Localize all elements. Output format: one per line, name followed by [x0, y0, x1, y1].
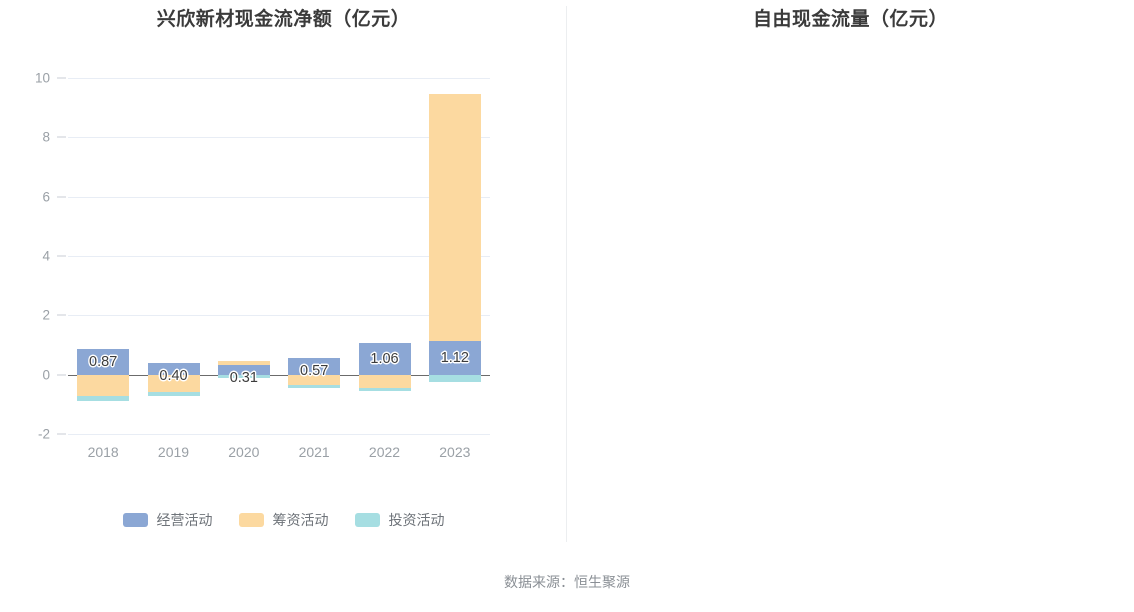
y-axis-tick-label: 2 — [42, 307, 50, 323]
bar-segment[interactable] — [147, 392, 200, 396]
gridline — [68, 434, 490, 435]
right-chart-title: 自由现金流量（亿元） — [752, 9, 948, 30]
legend-label: 经营活动 — [156, 512, 213, 528]
free-cash-flow-panel: 自由现金流量（亿元） 00.30.60.91.21.51.82.1 0.550.… — [567, 0, 1134, 548]
x-axis-tick-label: 2023 — [439, 444, 471, 460]
bar-segment[interactable] — [358, 374, 411, 388]
source-note: 数据来源：恒生聚源 — [504, 574, 630, 590]
left-bar-series: 0.87 0.40 0.31 0.57 1.06 1.12 — [68, 78, 490, 434]
legend-color-swatch — [238, 513, 264, 527]
legend-color-swatch — [354, 513, 380, 527]
y-tick-mark — [57, 196, 66, 198]
bar-group[interactable]: 0.31 — [217, 78, 270, 434]
bar-group[interactable]: 0.40 — [147, 78, 200, 434]
bar-group[interactable]: 0.57 — [288, 78, 341, 434]
bar-segment[interactable] — [288, 374, 341, 386]
panel-divider — [566, 6, 567, 542]
bar-segment[interactable] — [77, 396, 130, 401]
bar-segment[interactable] — [358, 343, 411, 375]
bar-segment[interactable] — [428, 374, 481, 383]
x-axis-tick-label: 2020 — [228, 444, 260, 460]
y-axis-tick-label: 10 — [34, 70, 50, 86]
bar-segment[interactable] — [217, 374, 270, 379]
gridline — [68, 196, 490, 198]
bar-group[interactable]: 0.87 — [77, 78, 130, 434]
y-axis-tick-label: 8 — [42, 129, 50, 145]
left-legend: 经营活动 筹资活动 投资活动 — [0, 510, 567, 530]
legend-item[interactable]: 筹资活动 — [238, 510, 329, 530]
cash-flow-net-panel: 兴欣新材现金流净额（亿元） -2 0 2 4 6 8 10 0.87 0.40 0.31 0.57… — [0, 0, 567, 548]
gridline — [68, 256, 490, 257]
bar-group[interactable]: 1.12 — [428, 78, 481, 434]
y-axis-tick-label: -2 — [37, 426, 50, 442]
bar-segment[interactable] — [217, 361, 270, 366]
y-tick-mark — [57, 77, 66, 79]
x-axis-tick-label: 2021 — [298, 444, 330, 460]
bar-segment[interactable] — [358, 387, 411, 391]
bar-segment[interactable] — [147, 362, 200, 375]
left-x-axis: 2018 2019 2020 2021 2022 2023 — [68, 444, 490, 464]
legend-item[interactable]: 经营活动 — [122, 510, 213, 530]
legend-label: 筹资活动 — [272, 512, 329, 528]
left-chart-plot-area: -2 0 2 4 6 8 10 0.87 0.40 0.31 0.57 1.06 1.12 — [35, 71, 490, 442]
y-tick-mark — [57, 433, 66, 435]
bar-segment[interactable] — [288, 385, 341, 389]
bar-segment[interactable] — [428, 341, 481, 375]
y-tick-mark — [57, 255, 66, 257]
bar-segment[interactable] — [147, 374, 200, 393]
bar-segment[interactable] — [77, 348, 130, 375]
y-axis-tick-label: 0 — [42, 367, 50, 383]
y-tick-mark — [57, 374, 66, 376]
bar-segment[interactable] — [77, 374, 130, 397]
left-chart-title: 兴欣新材现金流净额（亿元） — [156, 9, 411, 30]
x-axis-tick-label: 2018 — [87, 444, 119, 460]
gridline — [68, 374, 490, 376]
gridline — [68, 78, 490, 79]
bar-segment[interactable] — [217, 365, 270, 375]
y-tick-mark — [57, 136, 66, 138]
gridline — [68, 137, 490, 139]
gridline — [68, 315, 490, 317]
bar-segment[interactable] — [428, 94, 481, 342]
y-axis-tick-label: 6 — [42, 189, 50, 205]
legend-color-swatch — [122, 513, 148, 527]
bar-group[interactable]: 1.06 — [358, 78, 411, 434]
bar-segment[interactable] — [288, 357, 341, 375]
y-tick-mark — [57, 314, 66, 316]
legend-item[interactable]: 投资活动 — [354, 510, 445, 530]
x-axis-tick-label: 2019 — [157, 444, 190, 460]
y-axis-tick-label: 4 — [42, 248, 50, 264]
legend-label: 投资活动 — [388, 512, 445, 528]
x-axis-tick-label: 2022 — [368, 444, 401, 460]
